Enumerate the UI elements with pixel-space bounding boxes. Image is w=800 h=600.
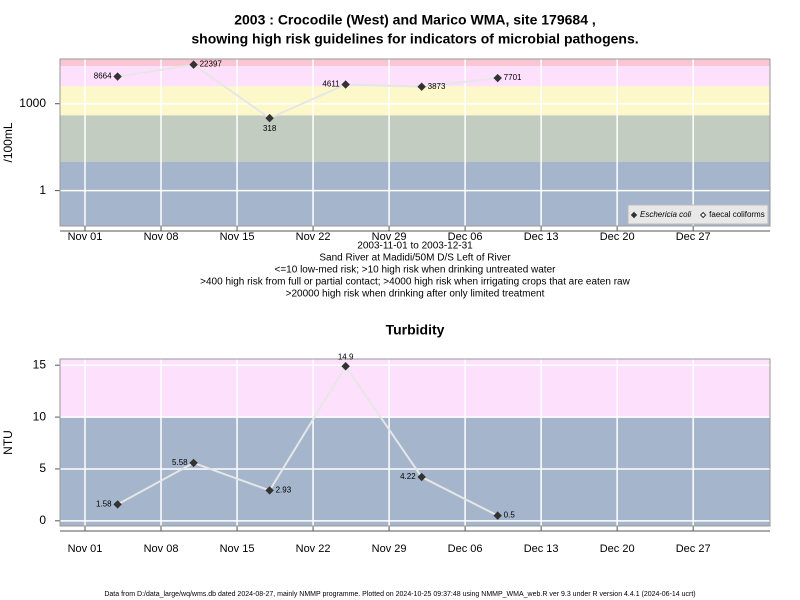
data-point: [265, 113, 274, 123]
x-tick-label: Nov 01: [68, 231, 103, 243]
x-tick-label: Nov 22: [296, 231, 331, 243]
risk-band: [60, 59, 770, 67]
data-point: [417, 472, 426, 482]
data-point: [493, 511, 502, 520]
plot-frame: [59, 58, 771, 227]
x-tick-label: Nov 29: [372, 231, 407, 243]
data-label: 7701: [504, 73, 522, 82]
y-axis-label: /100mL: [1, 122, 15, 162]
data-label: 8664: [94, 72, 112, 81]
legend-label: faecal coliforms: [709, 210, 765, 219]
chart-title: 2003 : Crocodile (West) and Marico WMA, …: [234, 12, 596, 28]
data-label: 318: [263, 124, 277, 133]
x-tick-label: Nov 22: [296, 543, 331, 555]
legend-label: Eschericia coli: [640, 210, 691, 219]
plot-frame: [59, 358, 771, 527]
risk-band: [60, 115, 770, 162]
data-label: 3873: [428, 82, 446, 91]
data-label: 5.58: [172, 458, 188, 467]
series-line: [117, 63, 498, 120]
data-point: [113, 500, 122, 509]
chart-title: showing high risk guidelines for indicat…: [191, 31, 638, 47]
legend-marker: [630, 211, 638, 219]
y-tick-label: 1: [39, 183, 46, 197]
chart-title: Turbidity: [386, 322, 445, 338]
x-tick-label: Dec 27: [676, 231, 711, 243]
data-point: [341, 362, 350, 371]
data-label: 22397: [200, 60, 223, 69]
x-tick-label: Nov 29: [372, 543, 407, 555]
data-point: [417, 82, 426, 91]
chart-subtitle: <=10 low-med risk; >10 high risk when dr…: [275, 265, 557, 276]
data-point: [341, 80, 350, 89]
data-point: [493, 73, 502, 83]
x-tick-label: Nov 08: [144, 543, 179, 555]
x-tick-label: Nov 08: [144, 231, 179, 243]
risk-band: [60, 359, 770, 418]
y-tick-label: 15: [33, 357, 47, 371]
x-tick-label: Dec 20: [600, 231, 635, 243]
data-point: [189, 458, 198, 468]
chart-subtitle: 2003-11-01 to 2003-12-31: [357, 241, 473, 252]
data-point: [189, 60, 198, 69]
data-point: [113, 72, 122, 81]
y-axis-label: NTU: [1, 430, 15, 455]
data-label: 4.22: [400, 472, 416, 481]
data-label: 1.58: [96, 500, 112, 509]
legend-box: [627, 204, 769, 225]
data-point: [265, 486, 274, 495]
y-tick-label: 5: [39, 461, 46, 475]
data-label: 2.93: [276, 486, 292, 495]
x-tick-label: Nov 15: [220, 543, 255, 555]
x-tick-label: Dec 13: [524, 543, 559, 555]
chart-subtitle: >20000 high risk when drinking after onl…: [286, 289, 545, 300]
chart-subtitle: Sand River at Madidi/50M D/S Left of Riv…: [319, 253, 511, 264]
y-tick-label: 1000: [19, 96, 46, 110]
chart-subtitle: >400 high risk from full or partial cont…: [200, 277, 630, 288]
footer: Data from D:/data_large/wq/wms.db dated …: [104, 591, 695, 598]
y-tick-label: 0: [39, 513, 46, 527]
x-tick-label: Dec 06: [448, 231, 483, 243]
y-tick-label: 10: [33, 409, 47, 423]
series-line: [117, 364, 499, 517]
x-tick-label: Dec 27: [676, 543, 711, 555]
risk-band: [60, 86, 770, 116]
x-tick-label: Dec 06: [448, 543, 483, 555]
x-tick-label: Dec 13: [524, 231, 559, 243]
data-label: 4611: [322, 80, 340, 89]
legend-marker: [699, 211, 707, 219]
x-tick-label: Nov 01: [68, 543, 103, 555]
data-label: 0.5: [504, 511, 516, 520]
x-tick-label: Dec 20: [600, 543, 635, 555]
x-tick-label: Nov 15: [220, 231, 255, 243]
data-label: 14.9: [338, 352, 354, 361]
